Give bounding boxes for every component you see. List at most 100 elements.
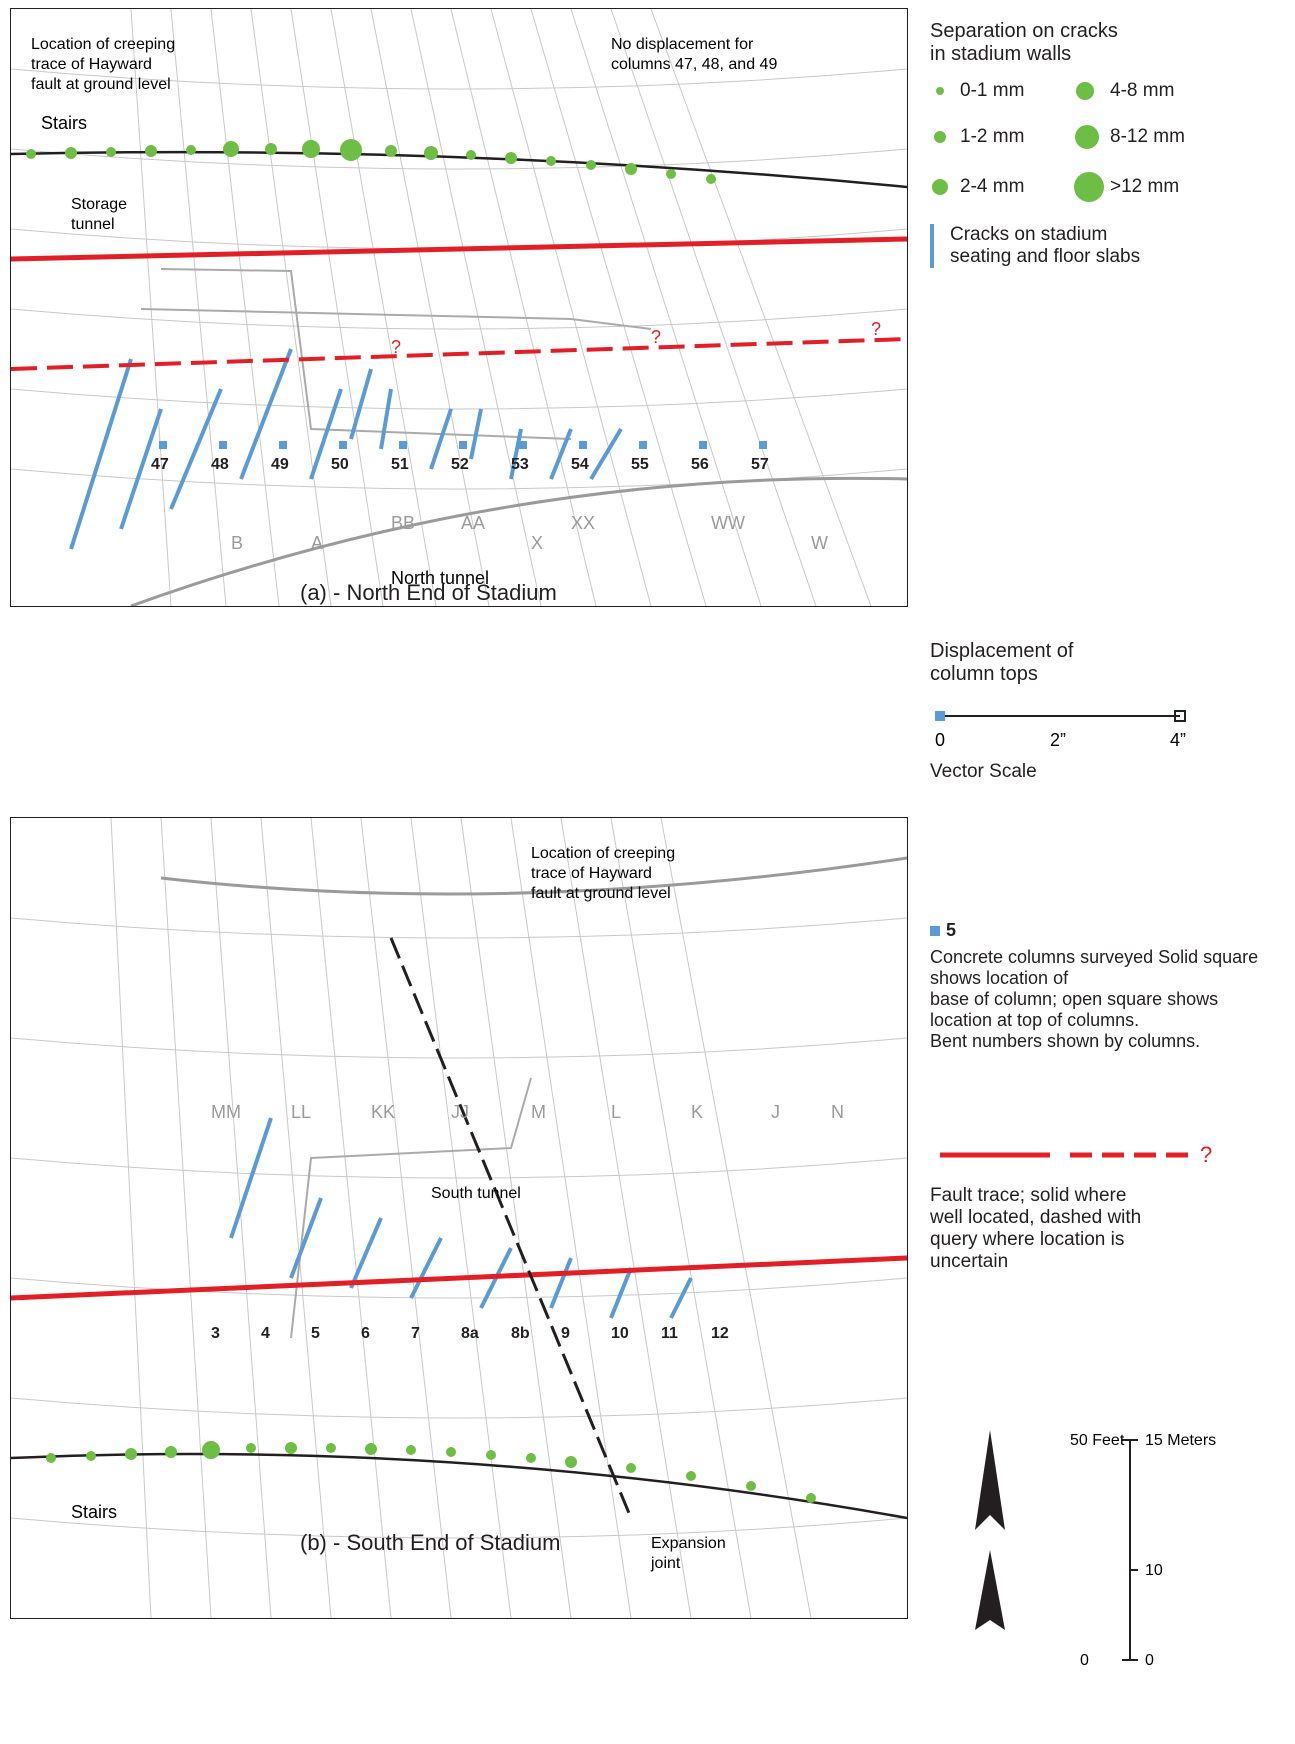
south-tunnel-label: South tunnel bbox=[431, 1185, 521, 1202]
vector-scale-caption: Vector Scale bbox=[930, 761, 1037, 782]
creeping-trace-label: trace of Hayward bbox=[31, 56, 152, 73]
vector-tick: 2” bbox=[1050, 730, 1066, 750]
scale-tick: 0 bbox=[1080, 1652, 1089, 1669]
column-legend: 5 Concrete columns surveyed Solid square… bbox=[930, 920, 1270, 1052]
legend-text: Concrete columns surveyed Solid square s… bbox=[930, 947, 1259, 988]
south-panel-caption: (b) - South End of Stadium bbox=[300, 1530, 561, 1555]
legend-item: 4-8 mm bbox=[1110, 80, 1175, 101]
legend-title: in stadium walls bbox=[930, 43, 1072, 65]
creeping-trace-label: trace of Hayward bbox=[531, 865, 652, 882]
north-tunnel-label: North tunnel bbox=[391, 568, 489, 588]
section-letter: K bbox=[691, 1102, 703, 1122]
south-tunnel-outline bbox=[290, 1077, 532, 1339]
bent-number-57: 57 bbox=[751, 456, 769, 473]
legend-item: 0-1 mm bbox=[960, 80, 1025, 101]
section-letter: L bbox=[611, 1102, 621, 1122]
no-displacement-note: No displacement for bbox=[611, 36, 754, 53]
column-symbol-label: 5 bbox=[946, 920, 957, 940]
legend-dot-gt12 bbox=[1074, 172, 1104, 202]
column-base-marker bbox=[699, 441, 707, 449]
vector-tick: 0 bbox=[935, 730, 945, 750]
bent-number-52: 52 bbox=[451, 456, 469, 473]
legend-text: query where location is bbox=[930, 1229, 1125, 1250]
fault-query-mark: ? bbox=[391, 337, 401, 357]
stairs-label: Stairs bbox=[41, 113, 87, 133]
legend-dot-2-4 bbox=[932, 179, 948, 195]
bent-number-47: 47 bbox=[151, 456, 169, 473]
expansion-joint-label: joint bbox=[650, 1555, 681, 1572]
column-base-marker bbox=[339, 441, 347, 449]
fault-legend: ? Fault trace; solid where well located,… bbox=[930, 1130, 1270, 1273]
bent-number-49: 49 bbox=[271, 456, 289, 473]
column-base-symbol bbox=[930, 925, 940, 936]
column-base-marker bbox=[279, 441, 287, 449]
fault-legend-symbol: ? bbox=[940, 1142, 1212, 1167]
column-base-marker bbox=[579, 441, 587, 449]
inner-field-wall bbox=[130, 476, 907, 606]
scale-tick: 0 bbox=[1145, 1652, 1154, 1669]
section-letter: LL bbox=[291, 1102, 311, 1122]
section-letter: KK bbox=[371, 1102, 395, 1122]
vector-tick: 4” bbox=[1170, 730, 1186, 750]
scale-tick: 50 Feet bbox=[1070, 1432, 1125, 1449]
north-end-map: ? ? ? 47 48 49 50 51 52 53 54 55 56 57 W… bbox=[11, 9, 907, 606]
north-end-map-panel: ? ? ? 47 48 49 50 51 52 53 54 55 56 57 W… bbox=[10, 8, 908, 607]
fault-query-mark: ? bbox=[871, 319, 881, 339]
legend-text: seating and floor slabs bbox=[950, 246, 1141, 267]
section-letter: XX bbox=[571, 513, 595, 533]
displacement-legend: Displacement of column tops 0 2” 4” Vect… bbox=[930, 640, 1270, 783]
legend-slab-crack-symbol bbox=[930, 224, 934, 268]
wall-crack-dots bbox=[46, 1441, 816, 1503]
no-displacement-note: columns 47, 48, and 49 bbox=[611, 56, 777, 73]
column-base-marker bbox=[459, 441, 467, 449]
legend-dot-1-2 bbox=[934, 131, 946, 143]
legend-dot-0-1 bbox=[936, 87, 944, 95]
bent-number-51: 51 bbox=[391, 456, 409, 473]
bent-number-9: 9 bbox=[561, 1325, 570, 1342]
section-letter: J bbox=[771, 1102, 780, 1122]
legend-dot-8-12 bbox=[1075, 125, 1099, 149]
fault-trace-solid bbox=[11, 1255, 907, 1301]
fault-query-mark: ? bbox=[1200, 1142, 1212, 1167]
section-letter: A bbox=[311, 533, 323, 553]
legend-text: well located, dashed with bbox=[930, 1207, 1142, 1228]
bent-number-53: 53 bbox=[511, 456, 529, 473]
column-base-marker bbox=[639, 441, 647, 449]
legend-title: Separation on cracks bbox=[930, 20, 1118, 42]
section-letter: W bbox=[811, 533, 828, 553]
stadium-seating-grid bbox=[11, 818, 907, 1618]
section-letter: N bbox=[831, 1102, 844, 1122]
bent-number-12: 12 bbox=[711, 1325, 729, 1342]
legend-item: 1-2 mm bbox=[960, 126, 1025, 147]
creeping-trace-label: fault at ground level bbox=[31, 76, 171, 93]
bent-number-50: 50 bbox=[331, 456, 349, 473]
creeping-trace-label: Location of creeping bbox=[31, 36, 175, 53]
legend-title: Displacement of bbox=[930, 640, 1074, 662]
slab-crack-lines bbox=[69, 348, 623, 550]
column-base-marker bbox=[399, 441, 407, 449]
column-base-marker bbox=[219, 441, 227, 449]
bent-number-11: 11 bbox=[661, 1325, 678, 1342]
section-letter: AA bbox=[461, 513, 485, 533]
scale-tick: 10 bbox=[1145, 1562, 1163, 1579]
stadium-wall bbox=[11, 1452, 907, 1520]
south-end-map-panel: 3 4 5 6 7 8a 8b 9 10 11 12 MM LL KK JJ M… bbox=[10, 817, 908, 1619]
south-end-map: 3 4 5 6 7 8a 8b 9 10 11 12 MM LL KK JJ M… bbox=[11, 818, 907, 1618]
inner-field-wall bbox=[160, 856, 907, 896]
wall-crack-legend: Separation on cracks in stadium walls 0-… bbox=[930, 20, 1270, 268]
legend-text: uncertain bbox=[930, 1251, 1009, 1272]
expansion-joint-label: Expansion bbox=[651, 1535, 726, 1552]
bent-number-55: 55 bbox=[631, 456, 649, 473]
storage-tunnel-label: tunnel bbox=[71, 216, 115, 233]
fault-query-mark: ? bbox=[651, 327, 661, 347]
north-tunnel-outline bbox=[140, 308, 652, 330]
fault-trace-dashed bbox=[11, 337, 907, 371]
bent-number-54: 54 bbox=[571, 456, 589, 473]
north-arrow-and-scale: 0 50 Feet 0 10 15 Meters bbox=[930, 1420, 1270, 1700]
section-letter: JJ bbox=[451, 1102, 469, 1122]
bent-number-3: 3 bbox=[211, 1325, 220, 1342]
legend-title: column tops bbox=[930, 663, 1038, 685]
wall-crack-dots bbox=[26, 139, 716, 184]
legend-text: Bent numbers shown by columns. bbox=[930, 1031, 1201, 1051]
section-letter: B bbox=[231, 533, 243, 553]
